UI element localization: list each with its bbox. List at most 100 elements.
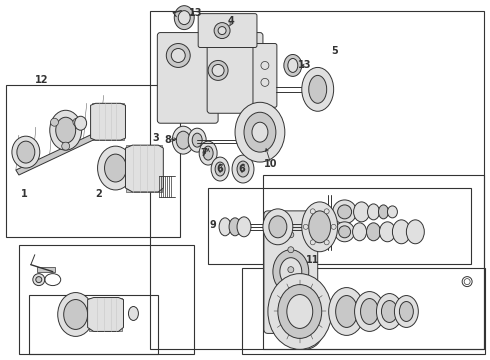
Ellipse shape xyxy=(269,216,287,238)
Circle shape xyxy=(331,224,336,229)
Ellipse shape xyxy=(268,274,332,349)
Ellipse shape xyxy=(192,133,202,147)
Ellipse shape xyxy=(280,258,302,285)
Ellipse shape xyxy=(219,218,231,236)
FancyBboxPatch shape xyxy=(198,14,257,48)
Circle shape xyxy=(288,267,294,273)
Ellipse shape xyxy=(199,141,217,165)
Circle shape xyxy=(288,302,294,307)
Ellipse shape xyxy=(252,122,268,142)
Bar xyxy=(263,175,484,349)
Bar xyxy=(242,268,485,354)
Bar xyxy=(6,85,180,237)
Circle shape xyxy=(324,209,329,214)
Ellipse shape xyxy=(74,116,87,130)
Ellipse shape xyxy=(203,146,213,160)
Circle shape xyxy=(333,200,357,224)
Text: 13: 13 xyxy=(298,60,312,71)
Text: 7: 7 xyxy=(201,148,208,158)
Circle shape xyxy=(212,64,224,76)
Ellipse shape xyxy=(237,217,251,237)
Circle shape xyxy=(310,209,315,214)
Ellipse shape xyxy=(309,75,327,103)
Text: 8: 8 xyxy=(165,135,172,145)
Text: 1: 1 xyxy=(21,189,27,199)
Ellipse shape xyxy=(388,206,397,218)
Text: 9: 9 xyxy=(210,220,217,230)
Circle shape xyxy=(218,27,226,35)
Ellipse shape xyxy=(399,302,414,321)
Bar xyxy=(19,245,194,354)
Bar xyxy=(29,294,158,354)
Ellipse shape xyxy=(56,117,75,143)
Text: 6: 6 xyxy=(217,164,223,174)
Ellipse shape xyxy=(237,161,249,177)
Circle shape xyxy=(36,276,42,283)
Ellipse shape xyxy=(211,157,229,181)
Circle shape xyxy=(287,314,323,349)
Ellipse shape xyxy=(104,154,126,182)
Text: 12: 12 xyxy=(35,75,49,85)
Bar xyxy=(126,189,162,192)
Ellipse shape xyxy=(406,220,424,244)
Circle shape xyxy=(338,205,352,219)
Ellipse shape xyxy=(188,128,206,152)
Circle shape xyxy=(288,287,294,293)
Circle shape xyxy=(324,240,329,245)
FancyBboxPatch shape xyxy=(207,32,263,113)
Bar xyxy=(37,267,55,272)
Ellipse shape xyxy=(361,298,378,324)
Ellipse shape xyxy=(368,204,379,220)
Ellipse shape xyxy=(302,67,334,111)
Ellipse shape xyxy=(367,223,380,241)
Ellipse shape xyxy=(58,293,94,336)
Ellipse shape xyxy=(394,296,418,328)
Polygon shape xyxy=(16,130,103,175)
Ellipse shape xyxy=(50,110,82,150)
Bar xyxy=(89,298,122,301)
Circle shape xyxy=(166,44,190,67)
Ellipse shape xyxy=(376,293,402,329)
Circle shape xyxy=(214,23,230,39)
FancyBboxPatch shape xyxy=(264,211,318,333)
Text: 2: 2 xyxy=(95,189,102,199)
Ellipse shape xyxy=(12,136,40,168)
FancyBboxPatch shape xyxy=(253,44,277,107)
Text: 5: 5 xyxy=(331,45,338,55)
Ellipse shape xyxy=(382,301,397,323)
Ellipse shape xyxy=(273,250,309,293)
Ellipse shape xyxy=(98,146,133,190)
Ellipse shape xyxy=(378,205,389,219)
Ellipse shape xyxy=(336,296,358,328)
FancyBboxPatch shape xyxy=(157,32,218,123)
Circle shape xyxy=(335,222,355,242)
Ellipse shape xyxy=(392,220,410,244)
Bar xyxy=(208,188,471,264)
Bar xyxy=(150,11,484,349)
Circle shape xyxy=(294,320,316,342)
Ellipse shape xyxy=(278,285,322,338)
Ellipse shape xyxy=(263,209,293,245)
Bar xyxy=(92,103,124,106)
Ellipse shape xyxy=(354,202,369,222)
Circle shape xyxy=(33,274,45,285)
Ellipse shape xyxy=(244,112,276,152)
Ellipse shape xyxy=(64,300,88,329)
Circle shape xyxy=(303,224,308,229)
Circle shape xyxy=(208,60,228,80)
Circle shape xyxy=(288,232,294,238)
Circle shape xyxy=(288,247,294,253)
Circle shape xyxy=(172,49,185,62)
Polygon shape xyxy=(91,103,125,140)
Circle shape xyxy=(73,118,81,126)
Ellipse shape xyxy=(174,6,194,30)
Bar xyxy=(126,145,162,148)
Bar xyxy=(89,328,122,332)
Polygon shape xyxy=(125,145,163,192)
Text: 13: 13 xyxy=(189,8,202,18)
Text: 4: 4 xyxy=(228,15,234,26)
Circle shape xyxy=(62,142,70,150)
Text: 3: 3 xyxy=(152,133,159,143)
Ellipse shape xyxy=(178,11,190,24)
Ellipse shape xyxy=(353,223,367,241)
